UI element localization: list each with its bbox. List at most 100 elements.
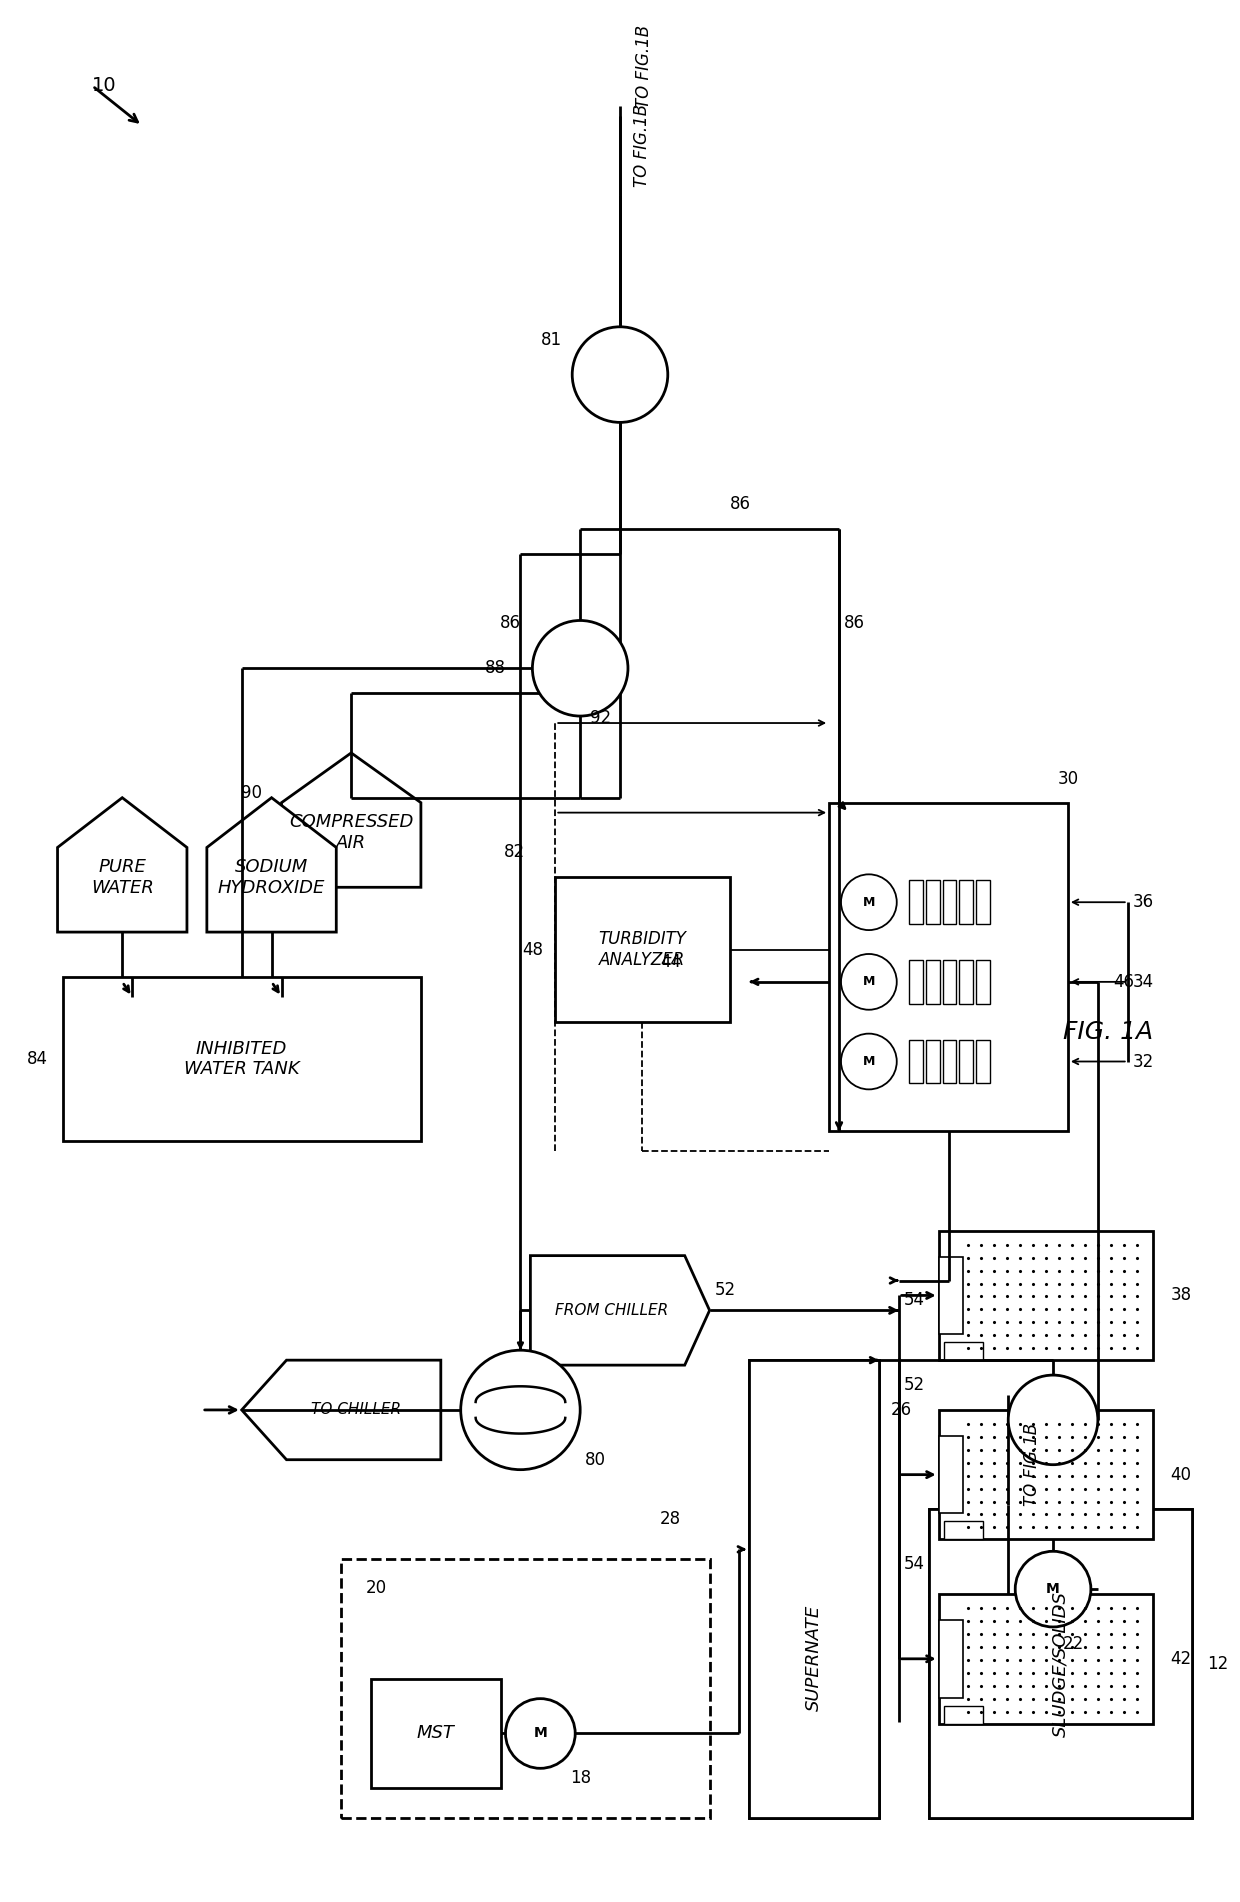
- Circle shape: [1016, 1552, 1091, 1626]
- Polygon shape: [531, 1255, 709, 1366]
- Bar: [62, 978, 420, 1141]
- Text: TO CHILLER: TO CHILLER: [311, 1402, 402, 1417]
- Text: 38: 38: [1171, 1286, 1192, 1305]
- Bar: [976, 881, 991, 924]
- Text: 18: 18: [570, 1769, 591, 1788]
- Text: 32: 32: [1132, 1052, 1154, 1071]
- Text: SUPERNATE: SUPERNATE: [805, 1605, 823, 1712]
- Text: 20: 20: [366, 1579, 387, 1598]
- Text: 12: 12: [1208, 1655, 1229, 1672]
- Text: M: M: [863, 976, 875, 989]
- Bar: [944, 1343, 983, 1360]
- Bar: [929, 1510, 1193, 1818]
- Bar: [942, 881, 956, 924]
- Bar: [939, 1594, 1153, 1723]
- Circle shape: [841, 875, 897, 930]
- Text: 54: 54: [904, 1556, 925, 1573]
- Bar: [909, 961, 923, 1004]
- Bar: [939, 1436, 963, 1514]
- Bar: [960, 961, 973, 1004]
- Text: TO FIG.1B: TO FIG.1B: [632, 105, 651, 186]
- Text: PURE
WATER: PURE WATER: [91, 858, 154, 896]
- Text: 81: 81: [541, 331, 562, 348]
- Bar: [749, 1360, 879, 1818]
- Text: FROM CHILLER: FROM CHILLER: [556, 1303, 668, 1318]
- Text: 22: 22: [1063, 1636, 1084, 1653]
- Bar: [939, 1409, 1153, 1539]
- Bar: [939, 1621, 963, 1698]
- Polygon shape: [281, 753, 420, 888]
- Bar: [960, 1040, 973, 1084]
- Text: 42: 42: [1171, 1649, 1192, 1668]
- Bar: [944, 1706, 983, 1723]
- Text: M: M: [863, 1056, 875, 1069]
- Text: 28: 28: [660, 1510, 681, 1529]
- Polygon shape: [207, 797, 336, 932]
- Text: 90: 90: [241, 784, 262, 803]
- Polygon shape: [587, 354, 653, 409]
- Bar: [925, 961, 940, 1004]
- Text: 80: 80: [585, 1451, 606, 1468]
- Text: SLUDGE/SOLIDS: SLUDGE/SOLIDS: [1052, 1590, 1070, 1737]
- Text: 86: 86: [729, 495, 750, 514]
- Bar: [371, 1679, 501, 1788]
- Text: 34: 34: [1132, 972, 1153, 991]
- Polygon shape: [1025, 1388, 1081, 1438]
- Bar: [939, 1257, 963, 1335]
- Bar: [909, 881, 923, 924]
- Circle shape: [572, 327, 668, 422]
- Text: COMPRESSED
AIR: COMPRESSED AIR: [289, 814, 413, 852]
- Text: M: M: [1047, 1582, 1060, 1596]
- Circle shape: [532, 620, 627, 715]
- Text: FIG. 1A: FIG. 1A: [1063, 1019, 1153, 1044]
- Bar: [942, 1040, 956, 1084]
- Text: 52: 52: [904, 1375, 925, 1394]
- Text: 10: 10: [92, 76, 117, 95]
- Polygon shape: [551, 635, 610, 687]
- Bar: [341, 1560, 709, 1818]
- Text: TO FIG.1B: TO FIG.1B: [635, 25, 653, 108]
- Bar: [976, 1040, 991, 1084]
- Text: 92: 92: [590, 709, 611, 727]
- Bar: [749, 1360, 879, 1818]
- Text: 44: 44: [660, 953, 681, 970]
- Circle shape: [461, 1350, 580, 1470]
- Circle shape: [1008, 1375, 1097, 1465]
- Text: 40: 40: [1171, 1466, 1192, 1484]
- Bar: [942, 961, 956, 1004]
- Bar: [925, 1040, 940, 1084]
- Text: TO FIG.1B: TO FIG.1B: [1023, 1423, 1042, 1506]
- Text: 86: 86: [500, 614, 521, 633]
- Bar: [929, 1510, 1193, 1818]
- Text: 48: 48: [522, 940, 543, 959]
- Polygon shape: [57, 797, 187, 932]
- Bar: [944, 1522, 983, 1539]
- Circle shape: [841, 955, 897, 1010]
- Text: 54: 54: [904, 1291, 925, 1309]
- Text: 88: 88: [485, 660, 506, 677]
- Text: INHIBITED
WATER TANK: INHIBITED WATER TANK: [184, 1040, 300, 1078]
- Bar: [976, 961, 991, 1004]
- Text: M: M: [533, 1727, 547, 1740]
- Polygon shape: [242, 1360, 440, 1459]
- Bar: [909, 1040, 923, 1084]
- Text: 26: 26: [890, 1402, 911, 1419]
- Text: 46: 46: [1112, 972, 1133, 991]
- Circle shape: [506, 1698, 575, 1769]
- Text: TURBIDITY
ANALYZER: TURBIDITY ANALYZER: [599, 930, 686, 968]
- Bar: [939, 1231, 1153, 1360]
- Text: M: M: [863, 896, 875, 909]
- Text: MST: MST: [417, 1725, 455, 1742]
- Text: 52: 52: [714, 1282, 735, 1299]
- Text: 84: 84: [26, 1050, 47, 1069]
- Text: 86: 86: [844, 614, 866, 633]
- Bar: [960, 881, 973, 924]
- Bar: [556, 877, 729, 1021]
- Text: 82: 82: [505, 843, 526, 862]
- Bar: [925, 881, 940, 924]
- Text: 36: 36: [1132, 894, 1153, 911]
- Text: SODIUM
HYDROXIDE: SODIUM HYDROXIDE: [218, 858, 325, 896]
- Bar: [830, 803, 1068, 1132]
- Text: 30: 30: [1058, 770, 1079, 787]
- Circle shape: [841, 1033, 897, 1090]
